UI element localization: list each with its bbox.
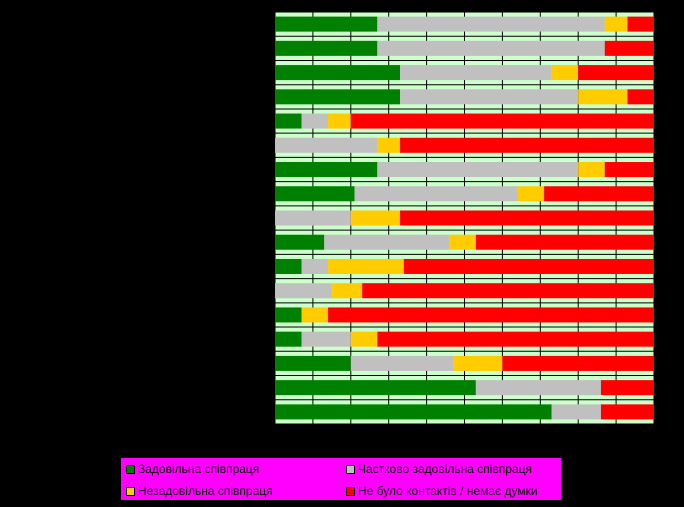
bar-segment — [275, 283, 332, 299]
bar-segment — [350, 210, 401, 226]
bar-segment — [275, 331, 302, 347]
bar-segment — [604, 40, 654, 56]
bar-segment — [275, 89, 401, 105]
bar-segment — [377, 331, 654, 347]
bar-segment — [377, 16, 605, 32]
bar-segment — [517, 186, 545, 202]
legend-label-satisfactory: Задовільна співпраця — [138, 462, 260, 476]
legend-swatch-satisfactory — [126, 464, 135, 474]
bar-segment — [275, 380, 476, 396]
bar-segment — [301, 258, 329, 274]
bar-segment — [275, 137, 378, 153]
bar-segment — [301, 331, 351, 347]
bar-segment — [400, 210, 654, 226]
bar-segment — [400, 89, 579, 105]
bar-segment — [350, 355, 454, 371]
bar-segment — [362, 283, 654, 299]
bar-segment — [275, 234, 325, 250]
bar-segment — [551, 65, 579, 81]
legend-swatch-partially-satisfactory — [346, 464, 355, 474]
bar-segment — [377, 137, 401, 153]
bar-segment — [331, 283, 363, 299]
bar-segment — [275, 404, 552, 420]
bar-segment — [627, 16, 654, 32]
bar-segment — [453, 355, 503, 371]
bar-segment — [551, 404, 601, 420]
bar-segment — [600, 404, 654, 420]
bar-segment — [275, 113, 302, 129]
bar-segment — [600, 380, 654, 396]
bar-segment — [275, 186, 355, 202]
bar-segment — [475, 380, 601, 396]
legend-label-no-contact: Не було контактів / немає думки — [358, 484, 538, 498]
bar-segment — [350, 113, 654, 129]
chart-legend: Задовільна співпраця Частково задовільна… — [121, 458, 561, 500]
bar-segment — [275, 210, 351, 226]
legend-item-partially-satisfactory: Частково задовільна співпраця — [346, 462, 532, 476]
legend-swatch-no-contact — [346, 486, 355, 496]
bar-segment — [275, 307, 302, 323]
bar-segment — [275, 258, 302, 274]
bar-segment — [350, 331, 378, 347]
bar-segment — [324, 234, 450, 250]
bar-segment — [275, 65, 401, 81]
bar-segment — [328, 307, 654, 323]
bar-segment — [275, 16, 378, 32]
legend-item-unsatisfactory: Незадовільна співпраця — [126, 484, 273, 498]
legend-label-unsatisfactory: Незадовільна співпраця — [138, 484, 273, 498]
bar-segment — [377, 40, 605, 56]
bar-segment — [301, 307, 329, 323]
bar-segment — [544, 186, 654, 202]
bar-segment — [449, 234, 476, 250]
bar-segment — [502, 355, 654, 371]
bar-segment — [400, 65, 552, 81]
bar-segment — [354, 186, 518, 202]
bar-segment — [328, 113, 351, 129]
bar-segment — [578, 89, 628, 105]
bar-segment — [275, 355, 351, 371]
legend-swatch-unsatisfactory — [126, 486, 135, 496]
bar-segment — [578, 162, 605, 178]
bar-segment — [627, 89, 654, 105]
bar-segment — [578, 65, 654, 81]
bar-segment — [475, 234, 654, 250]
bar-segment — [403, 258, 654, 274]
legend-label-partially-satisfactory: Частково задовільна співпраця — [358, 462, 533, 476]
bar-segment — [328, 258, 404, 274]
bar-segment — [275, 162, 378, 178]
bar-segment — [604, 162, 654, 178]
bar-segment — [400, 137, 654, 153]
legend-item-satisfactory: Задовільна співпраця — [126, 462, 259, 476]
bar-segment — [604, 16, 628, 32]
bar-segment — [377, 162, 579, 178]
bar-segment — [275, 40, 378, 56]
bar-segment — [301, 113, 329, 129]
legend-item-no-contact: Не було контактів / немає думки — [346, 484, 538, 498]
